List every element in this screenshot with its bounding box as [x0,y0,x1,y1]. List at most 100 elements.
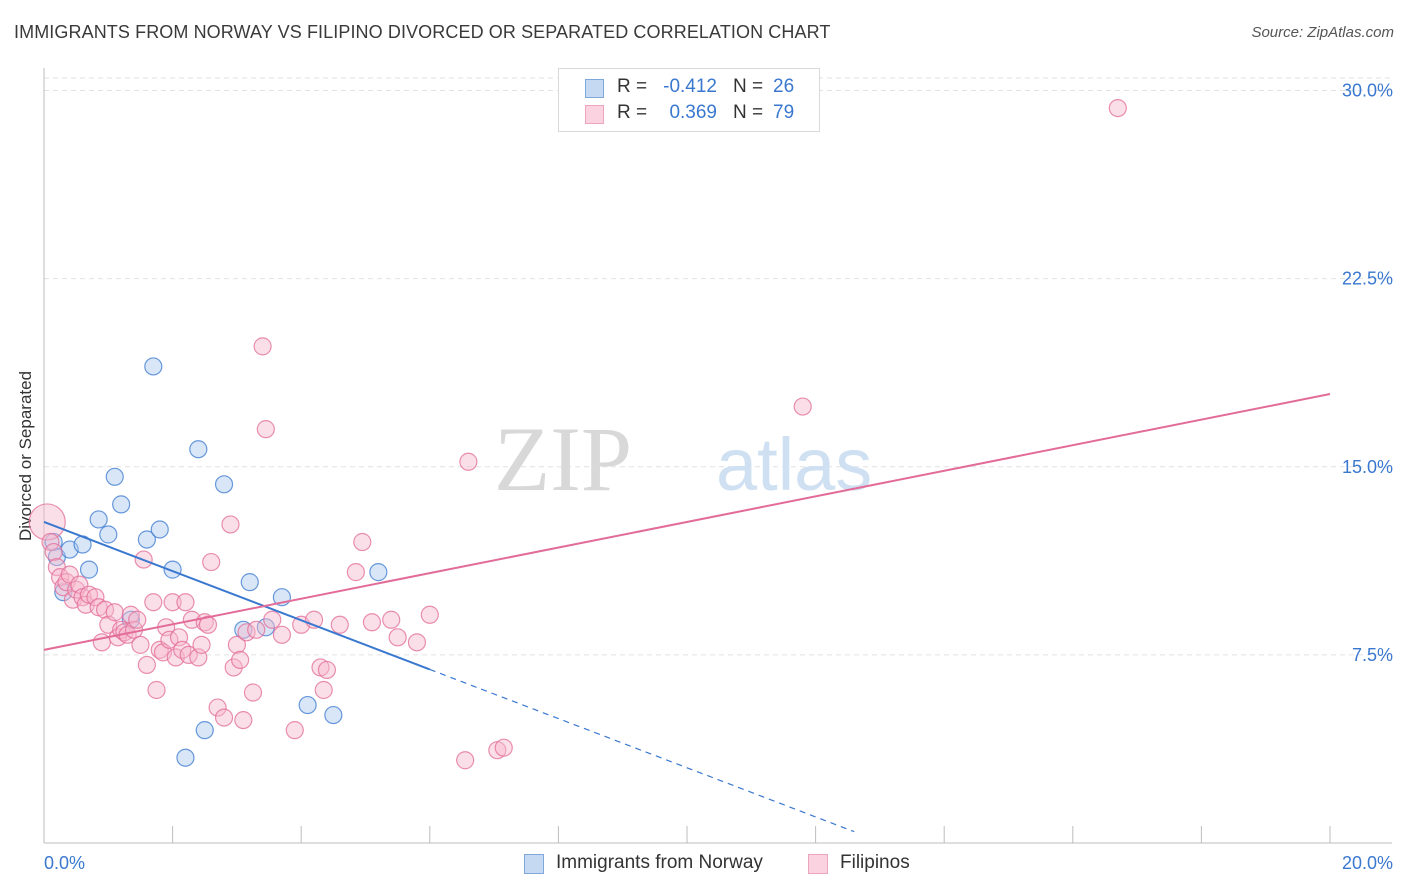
norway-point [324,705,343,725]
r-value: 0.369 [669,102,717,123]
norway-point [163,560,182,579]
filipino-point [227,635,246,654]
filipino-point [28,503,66,541]
filipino-points [28,98,1127,770]
chart-title: IMMIGRANTS FROM NORWAY VS FILIPINO DIVOR… [14,22,831,42]
x-tick-label: 20.0% [1342,853,1393,873]
r-label: R = [617,76,648,97]
filipino-point [214,708,234,727]
y-tick-label: 30.0% [1342,81,1393,101]
y-tick-label: 15.0% [1342,457,1393,477]
filipino-point [253,337,272,356]
filipino-point [247,620,266,639]
norway-point [89,510,108,529]
filipino-point [234,710,253,730]
filipino-point [285,721,304,740]
filipino-point [272,625,292,644]
gridlines [44,77,1392,656]
norway-trend-extension [429,668,855,833]
filipino-point [362,613,382,632]
y-tick-label: 22.5% [1342,269,1393,289]
norway-swatch [585,79,604,98]
filipino-point [346,563,365,582]
filipino-point [41,532,60,552]
legend-row-filipinos: R = 0.369 N = 79 [559,102,819,128]
n-value: 79 [773,102,795,123]
filipino-point [420,605,439,624]
r-label: R = [617,102,648,123]
filipino-point [314,680,333,700]
series-legend: Immigrants from Norway Filipinos [0,852,1406,878]
watermark: ZIP atlas [494,408,872,510]
norway-point [137,530,156,549]
norway-point [195,721,214,740]
legend-label: Filipinos [840,852,910,873]
source-credit: Source: ZipAtlas.com [1251,24,1394,41]
filipinos-swatch [808,854,828,874]
x-tick-label: 0.0% [44,853,85,873]
data-points [28,98,1127,770]
filipino-point [105,603,124,622]
norway-point [240,573,259,592]
filipino-point [44,542,63,562]
n-label: N = [733,102,764,123]
filipino-point [128,610,147,629]
filipino-point [137,655,156,675]
norway-point [79,560,99,579]
norway-trend-line [43,521,431,671]
norway-point [176,748,195,767]
norway-points [44,357,388,767]
filipino-point [317,660,337,680]
norway-point [105,467,124,486]
norway-point [144,357,163,376]
filipino-point [147,680,166,700]
filipino-point [192,635,211,654]
filipino-point [243,683,263,702]
filipino-point [163,593,182,612]
trend-lines [43,393,1331,833]
norway-point [214,475,234,494]
filipino-point [231,650,250,670]
tick-labels: 7.5% 15.0% 22.5% 30.0% 0.0% 20.0% [44,81,1393,873]
norway-point [298,695,317,715]
filipino-point [176,593,195,612]
filipino-point [221,515,240,534]
norway-point [112,495,131,514]
filipino-point [86,588,105,607]
legend-row-norway: R = -0.412 N = 26 [559,76,819,102]
n-label: N = [733,76,764,97]
legend-label: Immigrants from Norway [556,852,763,873]
filipino-point [793,397,812,416]
norway-point [189,440,208,459]
filipino-point [456,751,475,770]
filipino-point [459,452,478,471]
axes [43,68,1392,844]
filipino-point [144,593,163,612]
filipino-point [224,658,243,677]
filipino-point [131,635,150,654]
watermark-zip: ZIP [494,408,632,510]
filipino-point [256,420,275,439]
filipino-point [388,628,407,647]
norway-swatch [524,854,544,874]
norway-point [99,525,118,544]
filipino-trend-line [43,393,1331,651]
filipino-point [208,698,227,717]
watermark-atlas: atlas [716,423,872,506]
norway-point [369,563,388,582]
r-value: -0.412 [663,76,717,97]
filipino-point [263,610,282,629]
y-tick-label: 7.5% [1352,645,1393,665]
filipino-point [330,615,349,634]
filipino-point [202,552,221,572]
filipino-point [407,633,427,652]
norway-point [234,620,253,639]
filipinos-swatch [585,105,604,124]
filipino-point [1108,98,1127,118]
filipino-point [382,610,401,629]
norway-point [150,520,169,539]
filipino-point [353,532,372,552]
filipino-point [494,738,513,757]
correlation-legend: R = -0.412 N = 26 R = 0.369 N = 79 [558,68,820,132]
